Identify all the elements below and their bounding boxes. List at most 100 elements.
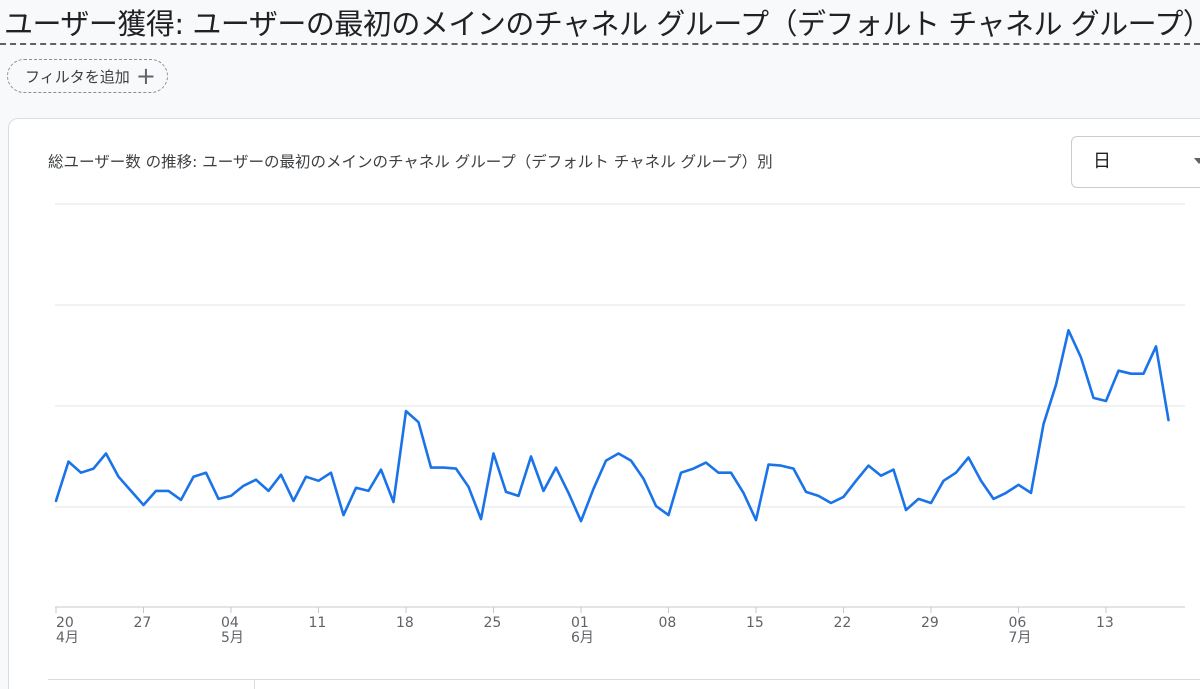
data-point[interactable] xyxy=(901,505,911,515)
data-point[interactable] xyxy=(276,470,286,480)
data-point[interactable] xyxy=(764,460,774,470)
chart-card xyxy=(8,118,1200,689)
data-point[interactable] xyxy=(851,476,861,486)
data-point[interactable] xyxy=(576,516,586,526)
data-point[interactable] xyxy=(1139,369,1149,379)
data-point[interactable] xyxy=(476,514,486,524)
data-point[interactable] xyxy=(251,475,261,485)
data-point[interactable] xyxy=(514,491,524,501)
data-point[interactable] xyxy=(1114,366,1124,376)
data-point[interactable] xyxy=(839,492,849,502)
data-point[interactable] xyxy=(489,449,499,459)
data-point[interactable] xyxy=(264,486,274,496)
x-tick-label: 01 xyxy=(571,615,589,631)
data-point[interactable] xyxy=(1001,488,1011,498)
data-point[interactable] xyxy=(189,472,199,482)
data-point[interactable] xyxy=(351,483,361,493)
data-point[interactable] xyxy=(701,458,711,468)
data-point[interactable] xyxy=(926,498,936,508)
data-point[interactable] xyxy=(1014,480,1024,490)
data-point[interactable] xyxy=(501,487,511,497)
data-point[interactable] xyxy=(439,463,449,473)
data-point[interactable] xyxy=(526,452,536,462)
data-point[interactable] xyxy=(876,471,886,481)
data-point[interactable] xyxy=(551,463,561,473)
data-point[interactable] xyxy=(1151,341,1161,351)
data-point[interactable] xyxy=(601,456,611,466)
data-point[interactable] xyxy=(51,496,61,506)
data-point[interactable] xyxy=(426,463,436,473)
data-point[interactable] xyxy=(164,486,174,496)
report-title: ユーザー獲得: ユーザーの最初のメインのチャネル グループ（デフォルト チャネル… xyxy=(4,7,1200,41)
data-point[interactable] xyxy=(226,491,236,501)
data-point[interactable] xyxy=(326,468,336,478)
data-point[interactable] xyxy=(1051,380,1061,390)
data-point[interactable] xyxy=(989,494,999,504)
data-point[interactable] xyxy=(776,461,786,471)
data-point[interactable] xyxy=(826,498,836,508)
data-point[interactable] xyxy=(64,457,74,467)
data-point[interactable] xyxy=(214,494,224,504)
data-point[interactable] xyxy=(389,497,399,507)
data-point[interactable] xyxy=(789,464,799,474)
data-point[interactable] xyxy=(814,491,824,501)
x-tick-label: 25 xyxy=(484,615,502,631)
data-point[interactable] xyxy=(739,488,749,498)
data-point[interactable] xyxy=(1089,393,1099,403)
data-point[interactable] xyxy=(339,510,349,520)
data-point[interactable] xyxy=(689,464,699,474)
data-point[interactable] xyxy=(651,501,661,511)
data-point[interactable] xyxy=(589,484,599,494)
data-point[interactable] xyxy=(676,468,686,478)
x-tick-month-label: 6月 xyxy=(571,630,594,646)
data-point[interactable] xyxy=(801,487,811,497)
data-point[interactable] xyxy=(401,406,411,416)
data-point[interactable] xyxy=(614,449,624,459)
data-point[interactable] xyxy=(914,494,924,504)
data-point[interactable] xyxy=(1064,325,1074,335)
data-point[interactable] xyxy=(89,464,99,474)
data-point[interactable] xyxy=(1076,353,1086,363)
data-point[interactable] xyxy=(539,486,549,496)
series-layer xyxy=(51,325,1174,526)
data-point[interactable] xyxy=(964,453,974,463)
data-point[interactable] xyxy=(451,464,461,474)
data-point[interactable] xyxy=(414,417,424,427)
data-point[interactable] xyxy=(301,472,311,482)
data-point[interactable] xyxy=(376,465,386,475)
data-point[interactable] xyxy=(239,481,249,491)
data-point[interactable] xyxy=(314,476,324,486)
data-point[interactable] xyxy=(151,486,161,496)
data-point[interactable] xyxy=(1164,415,1174,425)
data-point[interactable] xyxy=(201,468,211,478)
data-point[interactable] xyxy=(951,468,961,478)
data-point[interactable] xyxy=(626,456,636,466)
data-point[interactable] xyxy=(76,468,86,478)
data-point[interactable] xyxy=(1026,488,1036,498)
chevron-down-icon xyxy=(1194,158,1200,164)
data-point[interactable] xyxy=(864,461,874,471)
granularity-select[interactable]: 日 xyxy=(1071,136,1200,188)
data-point[interactable] xyxy=(564,488,574,498)
data-point[interactable] xyxy=(1126,369,1136,379)
data-point[interactable] xyxy=(126,486,136,496)
add-filter-button[interactable]: フィルタを追加 + xyxy=(7,59,168,93)
data-point[interactable] xyxy=(751,515,761,525)
data-point[interactable] xyxy=(976,476,986,486)
data-point[interactable] xyxy=(139,500,149,510)
series-line[interactable] xyxy=(54,328,1170,523)
data-point[interactable] xyxy=(464,482,474,492)
data-point[interactable] xyxy=(289,496,299,506)
data-point[interactable] xyxy=(939,476,949,486)
data-point[interactable] xyxy=(1101,396,1111,406)
data-point[interactable] xyxy=(364,486,374,496)
data-point[interactable] xyxy=(726,468,736,478)
data-point[interactable] xyxy=(114,472,124,482)
data-point[interactable] xyxy=(176,495,186,505)
data-point[interactable] xyxy=(1039,419,1049,429)
data-point[interactable] xyxy=(664,510,674,520)
data-point[interactable] xyxy=(639,474,649,484)
data-point[interactable] xyxy=(101,449,111,459)
data-point[interactable] xyxy=(714,468,724,478)
data-point[interactable] xyxy=(889,465,899,475)
